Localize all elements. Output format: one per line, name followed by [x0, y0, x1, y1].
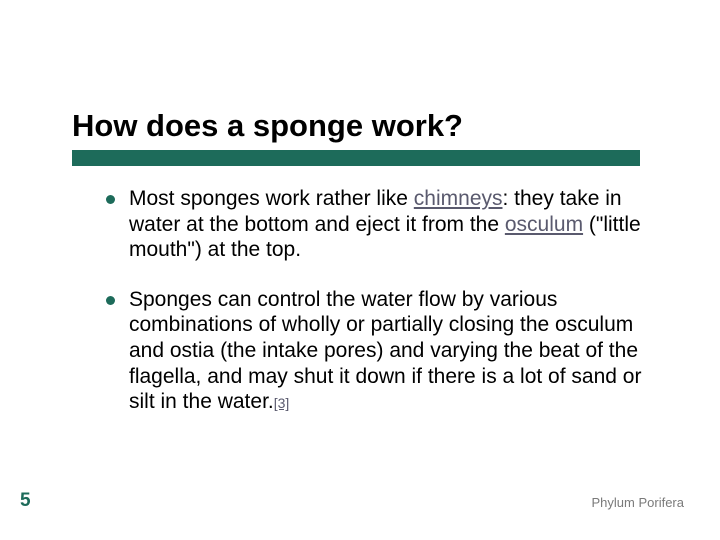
- bullet-item: Sponges can control the water flow by va…: [106, 287, 658, 415]
- bullet-text: Most sponges work rather like chimneys: …: [129, 186, 658, 263]
- bullet-item: Most sponges work rather like chimneys: …: [106, 186, 658, 263]
- title-block: How does a sponge work?: [72, 108, 662, 166]
- footer-label: Phylum Porifera: [592, 495, 684, 510]
- text-run: Most sponges work rather like: [129, 187, 414, 210]
- bullet-text: Sponges can control the water flow by va…: [129, 287, 658, 415]
- link-chimneys[interactable]: chimneys: [414, 187, 503, 210]
- link-osculum[interactable]: osculum: [505, 213, 583, 236]
- bullet-icon: [106, 195, 115, 204]
- bullet-icon: [106, 296, 115, 305]
- title-underline: [72, 150, 640, 166]
- body-block: Most sponges work rather like chimneys: …: [106, 186, 658, 439]
- text-run: Sponges can control the water flow by va…: [129, 288, 641, 413]
- reference-link[interactable]: [3]: [274, 395, 290, 411]
- slide-title: How does a sponge work?: [72, 108, 662, 144]
- page-number: 5: [20, 490, 31, 512]
- slide: How does a sponge work? Most sponges wor…: [0, 0, 720, 540]
